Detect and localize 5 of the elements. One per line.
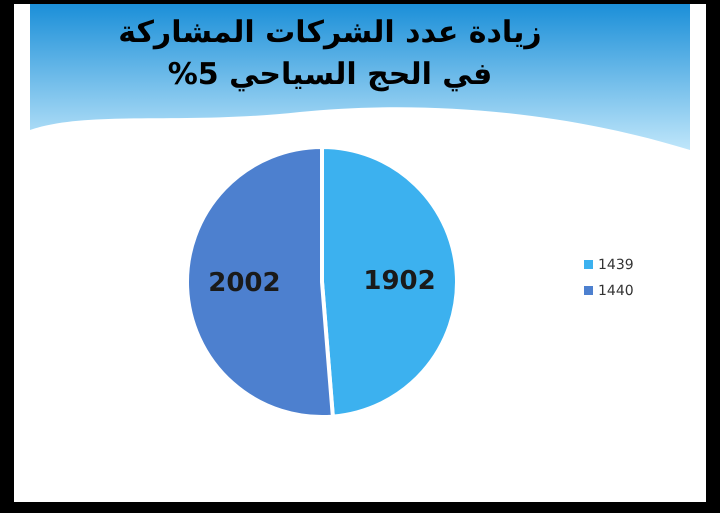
data-label: 2002 xyxy=(208,268,281,298)
legend-label: 1439 xyxy=(598,257,634,273)
chart-title: زيادة عدد الشركات المشاركة في الحج السياحي 5% xyxy=(118,15,542,92)
data-label: 1902 xyxy=(363,266,436,296)
legend-label: 1440 xyxy=(598,283,634,299)
